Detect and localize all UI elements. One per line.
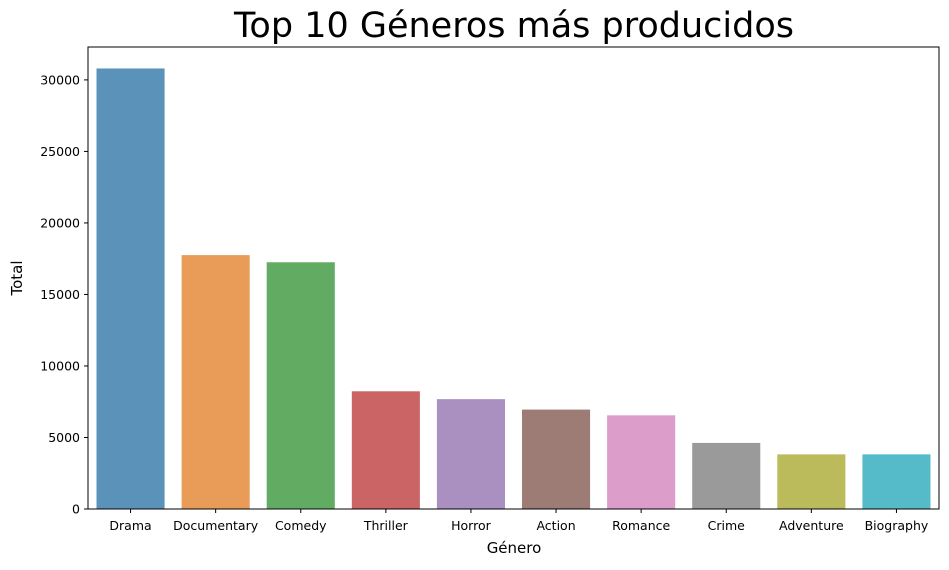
x-tick-label: Thriller	[363, 518, 409, 533]
bar-romance	[607, 415, 676, 509]
bar-comedy	[266, 262, 335, 509]
x-tick-label: Action	[536, 518, 575, 533]
bar-adventure	[777, 454, 846, 509]
y-tick-label: 15000	[40, 287, 80, 302]
y-tick-label: 5000	[48, 430, 80, 445]
y-tick-label: 25000	[40, 144, 80, 159]
x-tick-label: Documentary	[173, 518, 259, 533]
x-axis: Drama Documentary Comedy Thriller Horror Acti…	[109, 509, 929, 533]
bar-drama	[96, 68, 165, 509]
bar-crime	[692, 442, 761, 509]
x-tick-label: Drama	[109, 518, 151, 533]
x-tick-label: Romance	[612, 518, 670, 533]
x-tick-label: Comedy	[275, 518, 327, 533]
chart-title: Top 10 Géneros más producidos	[233, 6, 794, 46]
bar-action	[522, 409, 591, 509]
x-axis-label: Género	[487, 539, 542, 557]
y-tick-label: 30000	[40, 72, 80, 87]
x-tick-label: Crime	[708, 518, 746, 533]
x-tick-label: Adventure	[779, 518, 844, 533]
bar-biography	[862, 454, 931, 509]
x-tick-label: Horror	[451, 518, 491, 533]
bars-layer	[96, 68, 931, 509]
y-tick-label: 0	[72, 502, 80, 517]
bar-horror	[436, 399, 505, 509]
y-tick-label: 20000	[40, 215, 80, 230]
y-tick-label: 10000	[40, 358, 80, 373]
y-axis: 0 5000 10000 15000 20000 25000 30000	[40, 72, 88, 517]
x-tick-label: Biography	[865, 518, 929, 533]
plot-frame	[87, 46, 940, 510]
bar-documentary	[181, 255, 250, 509]
bar-thriller	[351, 391, 420, 509]
y-axis-label: Total	[8, 260, 26, 296]
